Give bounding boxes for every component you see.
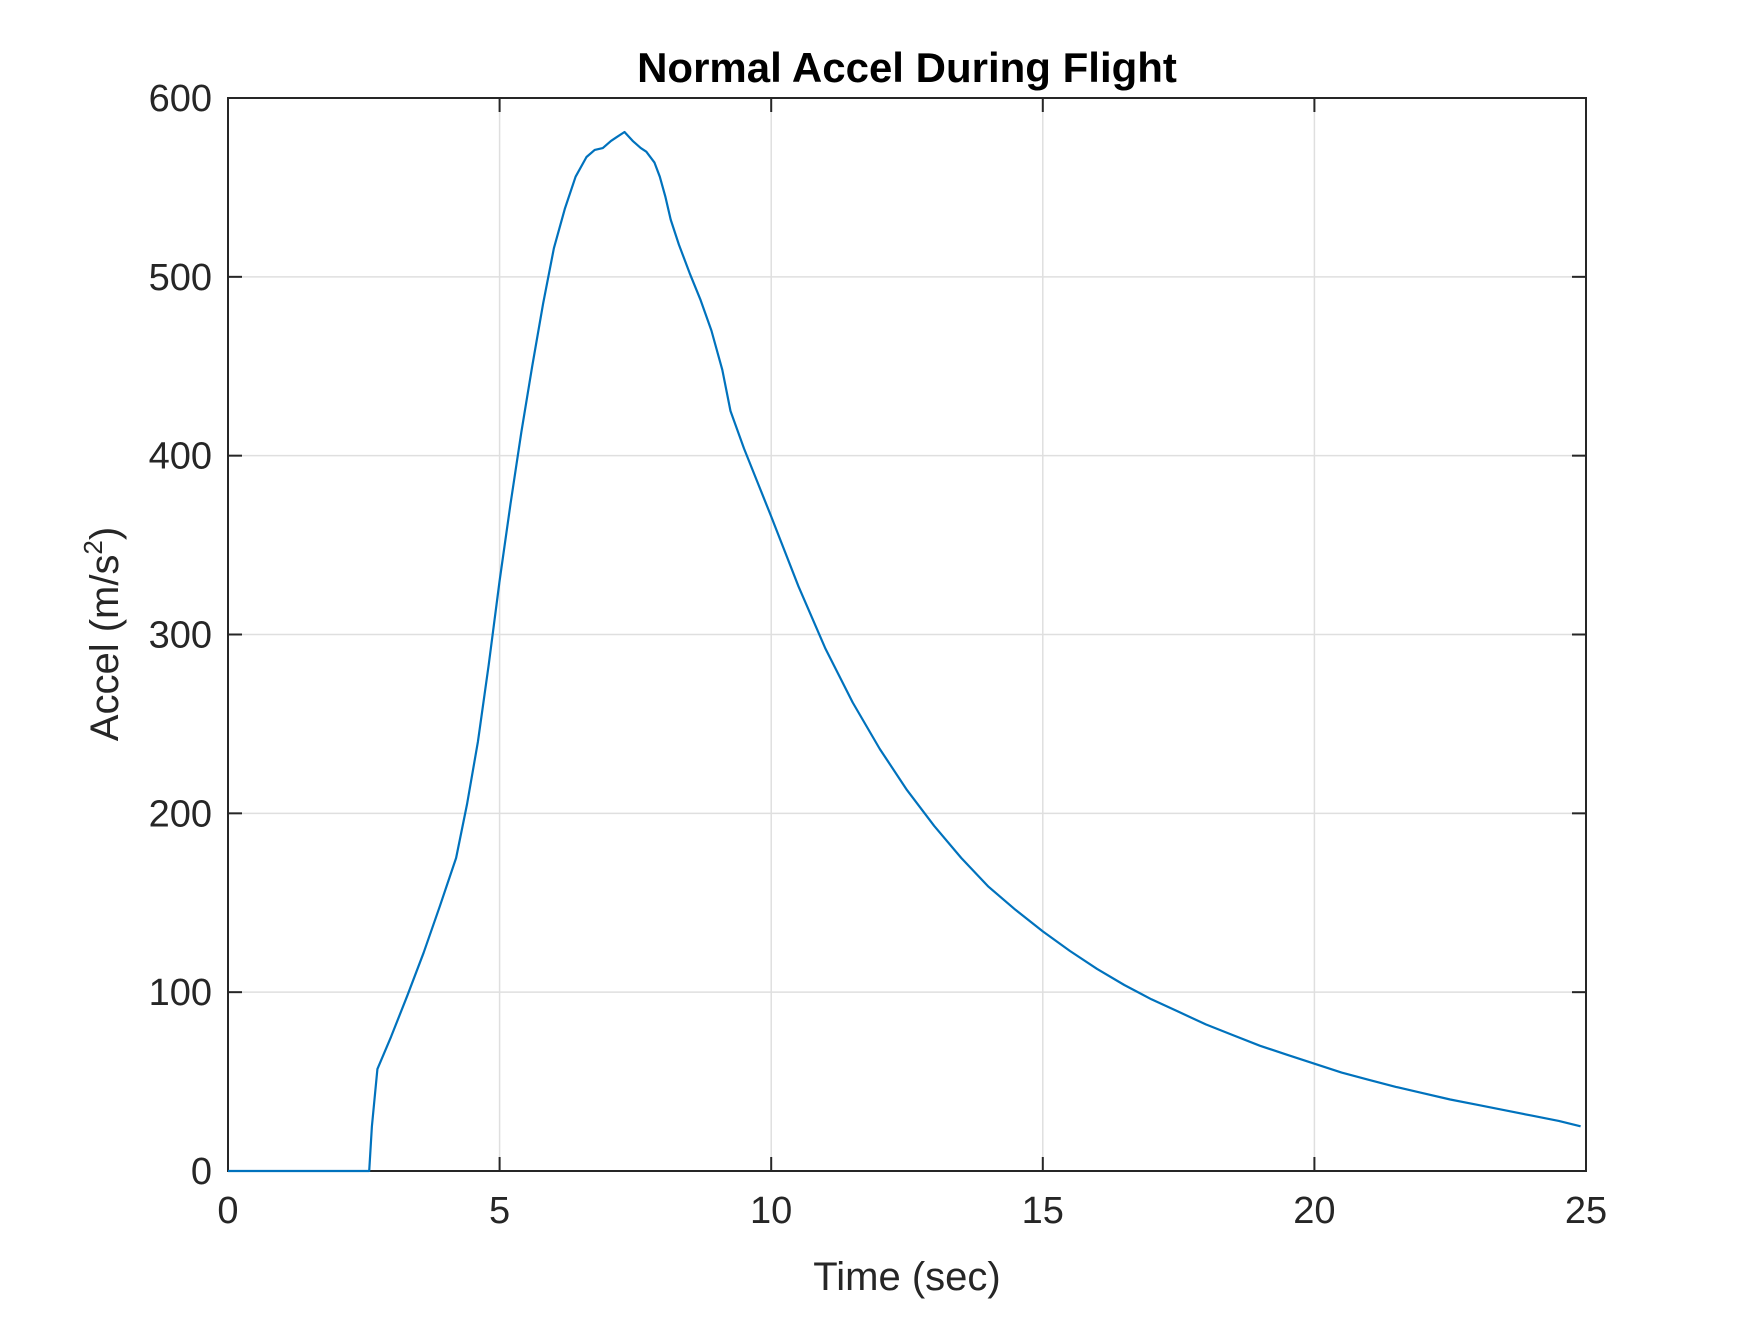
y-axis-label: Accel (m/s2) xyxy=(78,527,127,741)
x-tick-labels: 0 5 10 15 20 25 xyxy=(217,1190,1607,1232)
x-tick-label: 25 xyxy=(1565,1190,1607,1232)
y-tick-label: 300 xyxy=(149,615,212,657)
x-tick-label: 0 xyxy=(217,1190,238,1232)
y-tick-label: 400 xyxy=(149,436,212,478)
y-axis-label-suffix: ) xyxy=(83,527,127,540)
y-tick-label: 100 xyxy=(149,972,212,1014)
tick-marks xyxy=(227,97,1587,1172)
x-tick-label: 20 xyxy=(1293,1190,1335,1232)
y-axis-label-superscript: 2 xyxy=(78,540,108,554)
x-axis-label: Time (sec) xyxy=(813,1255,1000,1299)
x-tick-label: 10 xyxy=(750,1190,792,1232)
y-tick-labels: 0 100 200 300 400 500 600 xyxy=(149,78,212,1193)
y-tick-label: 200 xyxy=(149,793,212,835)
x-tick-label: 5 xyxy=(489,1190,510,1232)
grid-lines xyxy=(227,97,1587,1172)
y-axis-label-main: Accel (m/s xyxy=(83,555,127,742)
chart-title: Normal Accel During Flight xyxy=(637,44,1177,91)
accel-series-line xyxy=(228,130,1581,1173)
y-tick-label: 0 xyxy=(191,1151,212,1193)
series-line-layer xyxy=(228,130,1581,1173)
x-tick-label: 15 xyxy=(1022,1190,1064,1232)
y-tick-label: 600 xyxy=(149,78,212,120)
y-tick-label: 500 xyxy=(149,257,212,299)
